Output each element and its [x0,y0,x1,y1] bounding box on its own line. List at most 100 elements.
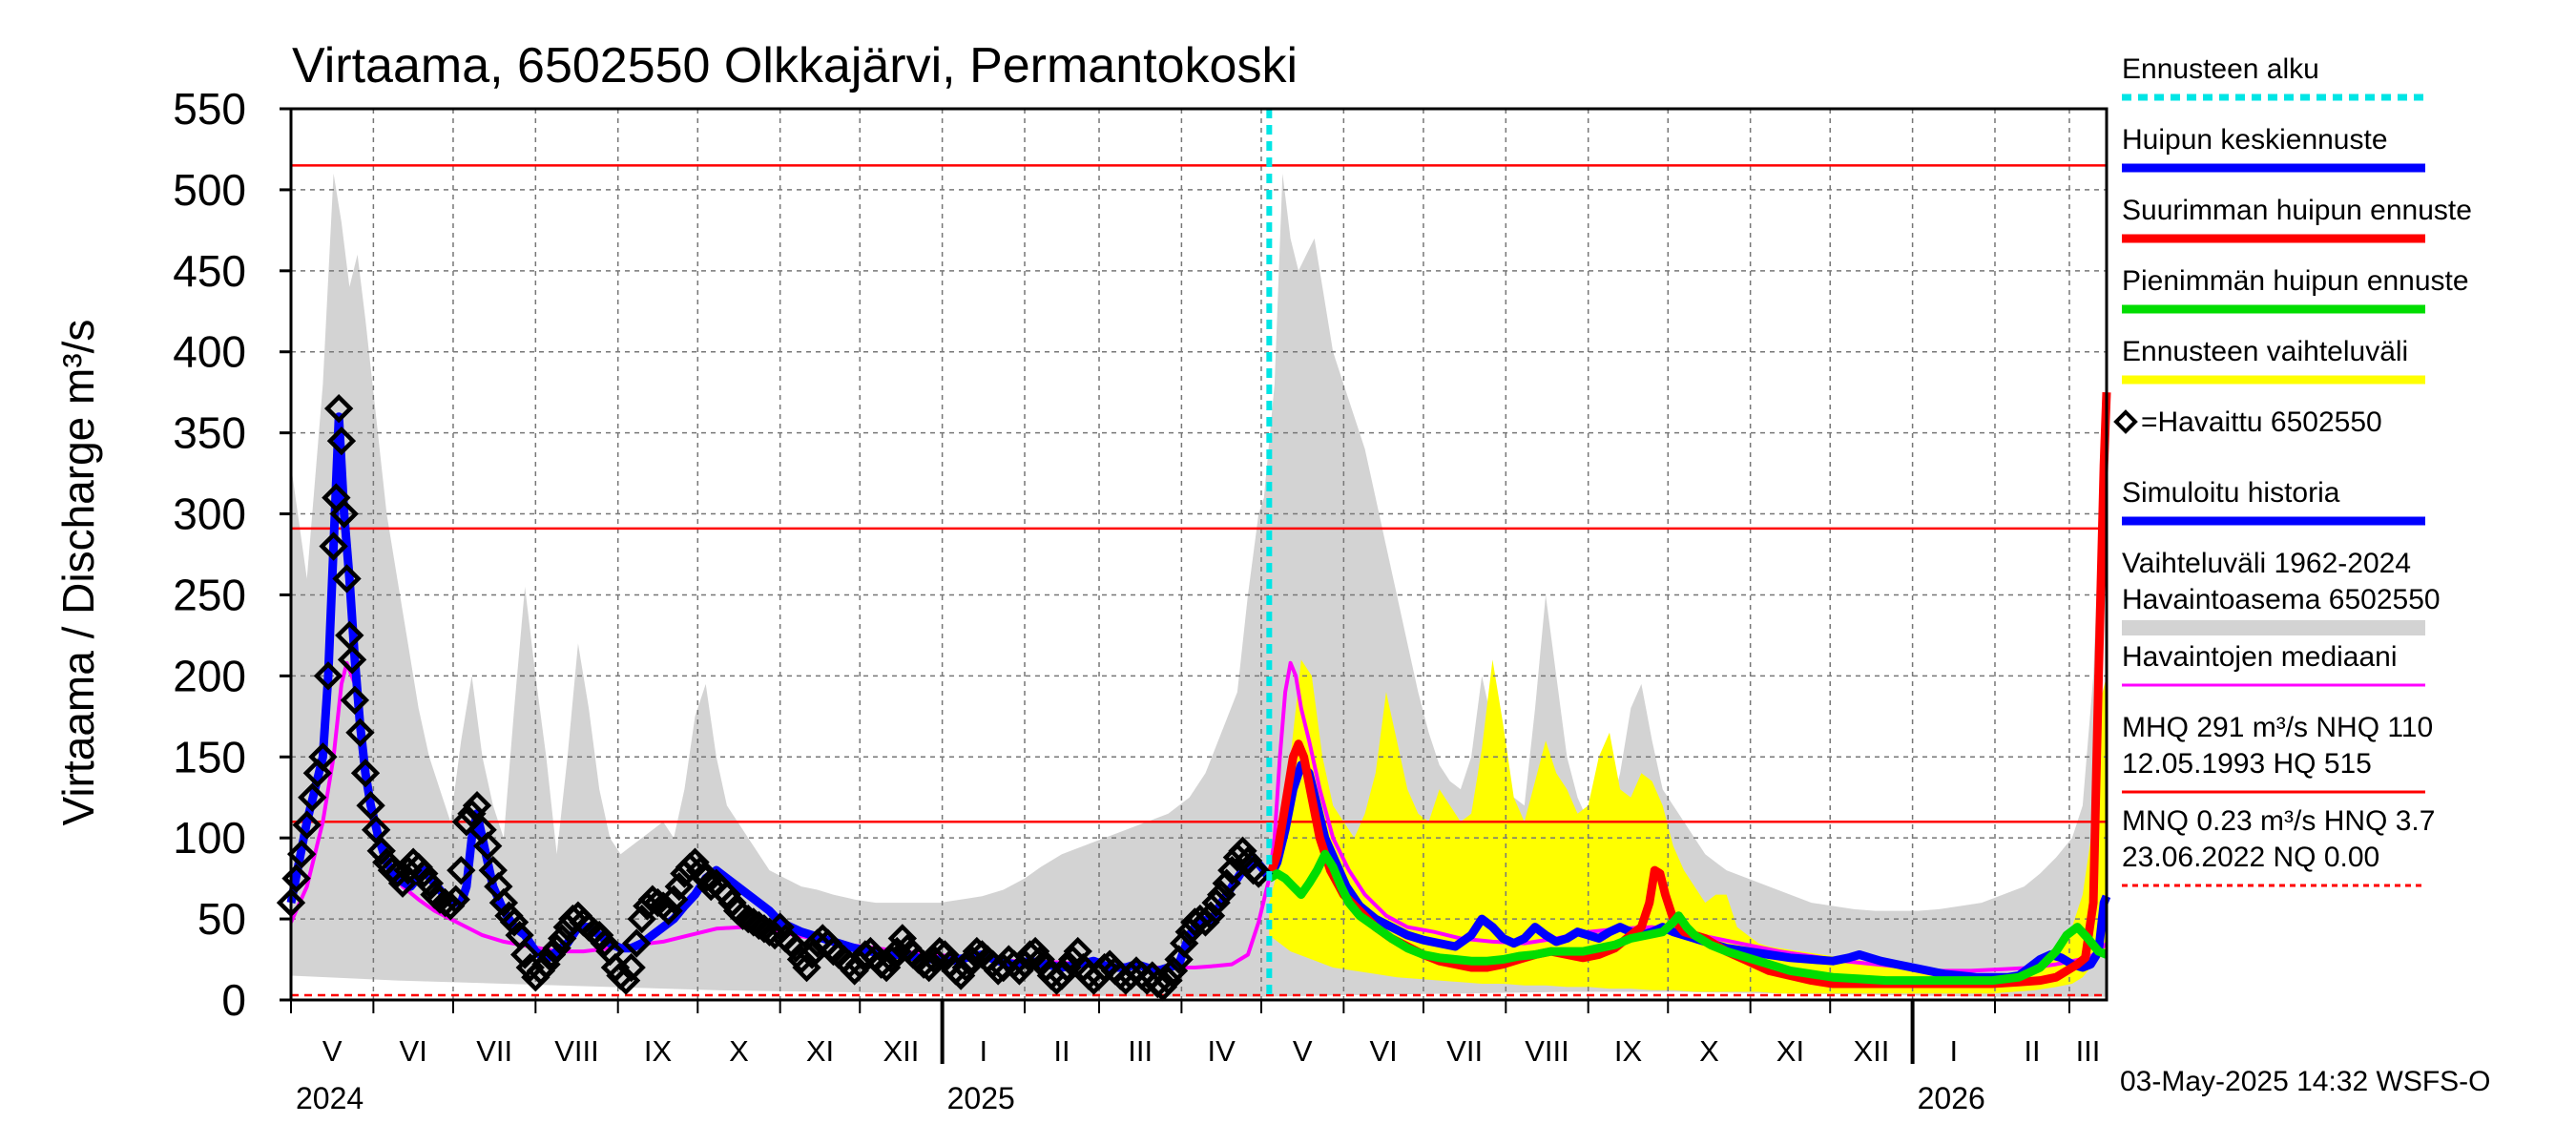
observed-point-13 [332,564,362,593]
observed-point-149 [1047,961,1077,990]
observed-point-183 [1228,836,1257,865]
month-label: II [1053,1034,1070,1068]
observed-point-68 [616,952,646,983]
y-tick-label: 0 [221,975,246,1025]
observed-point-69 [622,928,652,958]
observed-point-1 [281,864,311,893]
month-label: VI [400,1034,427,1068]
month-label: XI [806,1034,834,1068]
legend-label-3: Pienimmän huipun ennuste [2122,265,2469,297]
observed-point-19 [356,791,385,821]
observed-point-35 [441,885,470,914]
legend-label-8: Havaintojen mediaani [2122,641,2398,673]
observed-point-24 [383,859,412,888]
observed-point-6 [308,742,338,772]
observed-point-4 [298,782,327,812]
observed-point-53 [536,940,567,969]
observed-point-2 [286,839,317,869]
observed-point-119 [887,924,918,953]
observed-point-39 [462,791,492,821]
month-label: II [2024,1034,2040,1068]
legend-label-2: Suurimman huipun ennuste [2122,195,2472,226]
band-series-1 [1269,659,2107,994]
observed-point-29 [409,859,439,888]
observed-point-46 [499,907,530,937]
observed-point-18 [350,759,381,788]
legend-label-5: =Havaittu 6502550 [2141,406,2382,438]
month-label: III [1128,1034,1153,1068]
y-tick-label: 50 [197,894,246,944]
plot-border [289,107,2109,1002]
month-label: XI [1776,1034,1804,1068]
observed-point-11 [326,426,357,456]
month-label: X [1699,1034,1719,1068]
observed-point-54 [542,933,571,963]
legend-label-7: Vaihteluväli 1962-2024 [2122,548,2411,579]
chart-title: Virtaama, 6502550 Olkkajärvi, Permantoko… [292,38,1298,94]
observed-point-7 [313,661,343,691]
month-label: XII [883,1034,919,1068]
month-label: III [2076,1034,2101,1068]
observed-point-141 [1005,956,1034,986]
observed-point-36 [447,855,476,885]
observed-point-125 [920,945,949,974]
observed-point-96 [765,912,795,942]
month-label: VI [1369,1034,1397,1068]
legend-marker-icon [2113,409,2138,434]
observed-point-26 [393,855,423,885]
month-label: VII [476,1034,512,1068]
observed-point-20 [361,815,391,844]
y-tick-label: 100 [173,813,246,863]
observed-point-116 [871,952,902,983]
month-label: I [1949,1034,1958,1068]
month-label: VII [1446,1034,1483,1068]
legend: Ennusteen alku Huipun keskiennuste Suurimm… [2113,53,2472,887]
legend-label2-10: 23.06.2022 NQ 0.00 [2122,842,2379,873]
month-label: IX [1614,1034,1643,1068]
observed-point-16 [340,685,370,716]
month-label: VIII [554,1034,599,1068]
y-tick-label: 300 [173,489,246,539]
legend-label-6: Simuloitu historia [2122,477,2340,509]
observed-point-30 [414,868,445,898]
y-tick-label: 500 [173,165,246,215]
legend-label2-9: 12.05.1993 HQ 515 [2122,748,2372,780]
band-series-0 [291,173,2107,1000]
observed-point-21 [366,836,396,865]
observed-point-130 [945,961,976,990]
observed-point-3 [292,810,322,840]
month-label: XII [1853,1034,1889,1068]
observed-point-99 [781,933,811,963]
observed-point-17 [345,718,375,747]
observed-point-37 [451,807,482,837]
y-tick-label: 350 [173,408,246,458]
bands-layer [291,173,2107,1000]
observed-point-41 [472,831,503,861]
observed-point-169 [1153,966,1183,995]
observed-point-5 [302,759,333,788]
y-tick-label: 200 [173,651,246,700]
month-label: X [729,1034,749,1068]
legend-label-9: MHQ 291 m³/s NHQ 110 [2122,712,2433,743]
observed-point-117 [877,945,906,974]
y-tick-label: 450 [173,246,246,296]
observed-point-110 [840,956,869,986]
y-tick-label: 150 [173,732,246,781]
month-label: V [322,1034,343,1068]
observed-point-34 [435,891,466,921]
month-label: V [1293,1034,1313,1068]
y-tick-label: 550 [173,84,246,134]
observed-point-12 [329,499,359,529]
month-label: VIII [1525,1034,1569,1068]
observed-point-51 [526,956,556,986]
line-series-2 [289,660,2109,973]
year-label: 2025 [947,1081,1015,1115]
observed-point-171 [1164,945,1194,974]
month-label: IX [644,1034,673,1068]
observed-point-168 [1148,972,1178,1002]
month-label: IV [1208,1034,1236,1068]
line-series-6 [1266,849,2109,986]
observed-point-8 [319,531,348,561]
legend-label-0: Ennusteen alku [2122,53,2319,85]
